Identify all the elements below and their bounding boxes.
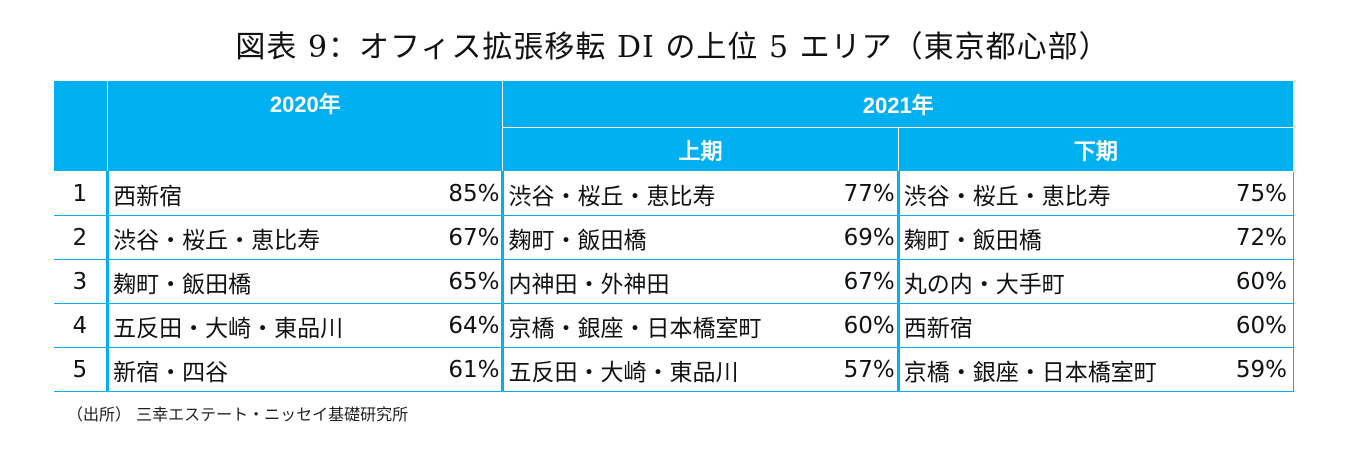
area-2021-h1-cell: 麹町・飯田橋 [502, 215, 822, 260]
year-2020-header: 2020年 [107, 80, 504, 172]
area-2021-h2-cell: 麹町・飯田橋 [898, 215, 1218, 260]
value-2020-cell: 61% [426, 347, 505, 392]
area-2021-h1-cell: 内神田・外神田 [502, 259, 822, 304]
table-row: 5 新宿・四谷 61% 五反田・大崎・東品川 57% 京橋・銀座・日本橋室町 5… [53, 347, 1295, 392]
rank-cell: 5 [53, 347, 110, 392]
table-row: 3 麹町・飯田橋 65% 内神田・外神田 67% 丸の内・大手町 60% [53, 259, 1295, 304]
rank-cell: 4 [53, 303, 110, 348]
value-2020-cell: 85% [426, 171, 505, 216]
figure-title: 図表 9：オフィス拡張移転 DI の上位 5 エリア（東京都心部） [235, 30, 1110, 65]
value-2021-h1-cell: 69% [821, 215, 900, 260]
value-2021-h2-cell: 60% [1217, 259, 1295, 304]
area-2021-h2-cell: 渋谷・桜丘・恵比寿 [898, 171, 1218, 216]
table-row: 1 西新宿 85% 渋谷・桜丘・恵比寿 77% 渋谷・桜丘・恵比寿 75% [53, 171, 1295, 216]
first-half-header: 上期 [502, 127, 899, 172]
value-2021-h1-cell: 67% [821, 259, 900, 304]
value-2020-cell: 65% [426, 259, 505, 304]
area-2021-h2-cell: 西新宿 [898, 303, 1218, 348]
source-note: （出所） 三幸エステート・ニッセイ基礎研究所 [67, 405, 409, 424]
rank-header-cell [52, 80, 109, 172]
value-2020-cell: 67% [426, 215, 505, 260]
area-2020-cell: 麹町・飯田橋 [107, 259, 427, 304]
value-2021-h2-cell: 59% [1217, 347, 1295, 392]
area-2021-h1-cell: 五反田・大崎・東品川 [502, 347, 822, 392]
year-2021-header: 2021年 [502, 80, 1294, 128]
office-di-table: 2020年 2021年 上期 下期 1 西新宿 85% 渋谷・桜丘・恵比寿 77… [52, 80, 1295, 392]
area-2021-h1-cell: 京橋・銀座・日本橋室町 [502, 303, 822, 348]
area-2020-cell: 新宿・四谷 [107, 347, 427, 392]
area-2021-h1-cell: 渋谷・桜丘・恵比寿 [502, 171, 822, 216]
value-2021-h1-cell: 77% [821, 171, 900, 216]
area-2021-h2-cell: 丸の内・大手町 [898, 259, 1218, 304]
value-2021-h2-cell: 60% [1217, 303, 1295, 348]
rank-cell: 2 [53, 215, 110, 260]
area-2020-cell: 西新宿 [107, 171, 427, 216]
value-2021-h1-cell: 57% [821, 347, 900, 392]
rank-cell: 3 [53, 259, 110, 304]
value-2021-h2-cell: 75% [1217, 171, 1295, 216]
table-row: 4 五反田・大崎・東品川 64% 京橋・銀座・日本橋室町 60% 西新宿 60% [53, 303, 1295, 348]
rank-cell: 1 [53, 171, 110, 216]
area-2020-cell: 五反田・大崎・東品川 [107, 303, 427, 348]
area-2021-h2-cell: 京橋・銀座・日本橋室町 [898, 347, 1218, 392]
value-2021-h2-cell: 72% [1217, 215, 1295, 260]
area-2020-cell: 渋谷・桜丘・恵比寿 [107, 215, 427, 260]
value-2020-cell: 64% [426, 303, 505, 348]
second-half-header: 下期 [897, 127, 1295, 172]
value-2021-h1-cell: 60% [821, 303, 900, 348]
table-row: 2 渋谷・桜丘・恵比寿 67% 麹町・飯田橋 69% 麹町・飯田橋 72% [53, 215, 1295, 260]
